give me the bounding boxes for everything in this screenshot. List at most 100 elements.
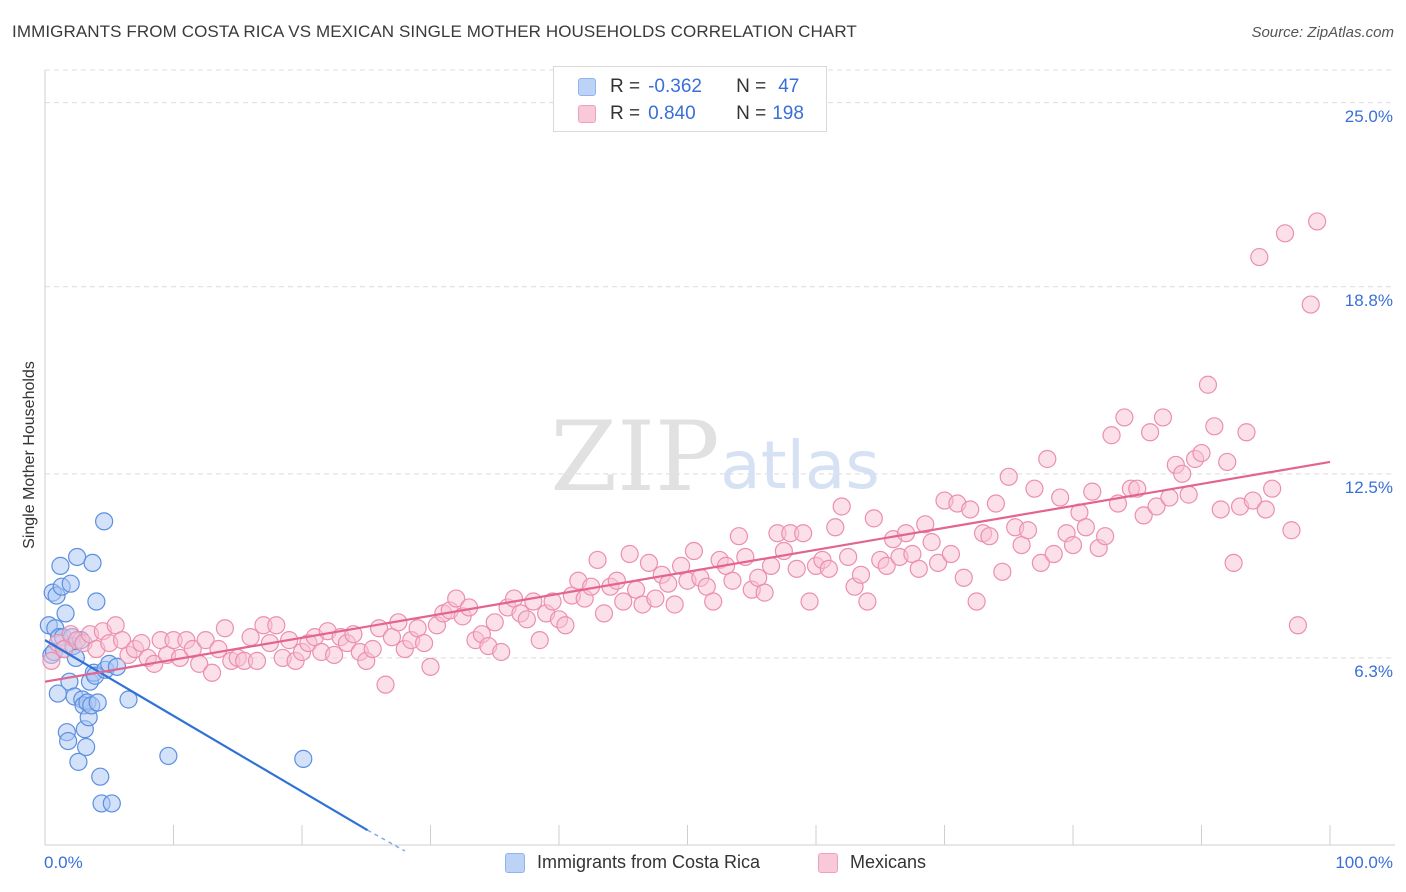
mexicans-point [614, 592, 633, 611]
costa-rica-point [91, 767, 110, 786]
mexicans-point [363, 639, 382, 659]
costa-rica-point [294, 749, 313, 768]
mexicans-point [1038, 449, 1057, 469]
mexicans-point [1140, 423, 1160, 442]
mexicans-point [1044, 544, 1063, 564]
mexicans-point [858, 592, 877, 611]
y-tick-label: 18.8% [1344, 290, 1393, 310]
mexicans-point [247, 651, 267, 671]
costa-rica-swatch [578, 78, 596, 96]
mexicans-point [761, 556, 781, 575]
legend-item-costa-rica[interactable]: Immigrants from Costa Rica [505, 852, 760, 873]
x-tick-label-max: 100.0% [1335, 853, 1393, 872]
mexicans-point [1018, 521, 1038, 540]
costa-rica-point [88, 693, 107, 712]
mexicans-point [1192, 443, 1211, 463]
mexicans-trend-line [44, 460, 1331, 683]
costa-rica-point [51, 556, 70, 575]
mexicans-point [1218, 452, 1237, 472]
mexicans-point [588, 550, 607, 570]
legend-item-mexicans[interactable]: Mexicans [818, 852, 926, 873]
x-tick-label-min: 0.0% [44, 853, 83, 872]
mexicans-point [1134, 506, 1153, 525]
costa-rica-point [61, 574, 80, 593]
costa-rica-point [87, 592, 106, 611]
mexicans-point [723, 571, 742, 590]
mexicans-point [851, 565, 871, 584]
mexicans-point [1083, 482, 1102, 501]
mexicans-point [916, 515, 935, 534]
mexicans-point [954, 568, 973, 587]
mexicans-point [787, 559, 806, 578]
mexicans-point [421, 657, 440, 676]
mexicans-point [877, 556, 896, 575]
mexicans-point [530, 631, 549, 650]
mexicans-point [941, 544, 961, 564]
mexicans-point [646, 589, 665, 608]
costa-rica-point [95, 512, 114, 531]
mexicans-point [1063, 535, 1083, 555]
mexicans-point [1250, 247, 1269, 267]
costa-rica-point [77, 737, 96, 757]
chart-title: IMMIGRANTS FROM COSTA RICA VS MEXICAN SI… [12, 22, 857, 41]
mexicans-point [1153, 408, 1173, 427]
mexicans-point [492, 642, 511, 662]
stats-row-costa-rica: R = -0.362 N = 47 [578, 74, 799, 100]
mexicans-point [607, 571, 626, 590]
mexicans-point [594, 604, 614, 623]
costa-rica-point [68, 547, 87, 567]
mexicans-point [980, 527, 999, 546]
mexicans-point [1198, 375, 1218, 394]
mexicans-point [999, 467, 1018, 486]
mexicans-point [196, 631, 215, 650]
mexicans-point [922, 533, 941, 552]
n-value: 198 [772, 103, 804, 124]
mexicans-point [704, 592, 723, 611]
costa-rica-point [59, 731, 78, 751]
mexicans-point [1275, 224, 1295, 243]
mexicans-point [325, 645, 344, 665]
mexicans-point [556, 616, 575, 635]
mexicans-point [909, 559, 928, 578]
series-legend: Immigrants from Costa Rica Mexicans [0, 852, 1406, 878]
costa-rica-point [119, 690, 138, 709]
mexicans-point [1211, 500, 1230, 519]
mexicans-point [961, 500, 980, 519]
mexicans-point [376, 675, 395, 694]
mexicans-point [826, 518, 845, 537]
source-label: Source: ZipAtlas.com [1251, 24, 1394, 41]
watermark-atlas: atlas [720, 427, 880, 504]
mexicans-point [659, 574, 678, 593]
mexicans-point [794, 524, 813, 543]
mexicans-point [215, 619, 234, 638]
mexicans-point [1282, 521, 1301, 540]
mexicans-point [832, 497, 851, 516]
mexicans-point [1102, 426, 1121, 445]
costa-rica-point [102, 794, 121, 813]
mexicans-point [1301, 295, 1320, 314]
costa-rica-point [69, 752, 88, 771]
r-value: 0.840 [648, 103, 696, 124]
mexicans-point [202, 663, 222, 682]
costa-rica-swatch [505, 852, 525, 873]
mexicans-point [267, 616, 286, 635]
mexicans-swatch [818, 852, 838, 873]
y-tick-label: 6.3% [1354, 661, 1393, 681]
mexicans-point [864, 509, 883, 528]
mexicans-point [1051, 488, 1070, 507]
mexicans-point [729, 527, 749, 546]
mexicans-point [800, 592, 819, 611]
costa-rica-point [83, 553, 102, 573]
mexicans-point [1031, 553, 1050, 573]
mexicans-point [1160, 488, 1179, 507]
r-key: R = [610, 103, 641, 124]
mexicans-point [1263, 479, 1282, 498]
mexicans-point [639, 553, 659, 573]
mexicans-point [1128, 479, 1147, 498]
mexicans-point [1205, 417, 1224, 436]
mexicans-point [993, 562, 1012, 581]
mexicans-point [1115, 408, 1134, 427]
mexicans-point [447, 589, 466, 608]
mexicans-point [755, 583, 774, 602]
